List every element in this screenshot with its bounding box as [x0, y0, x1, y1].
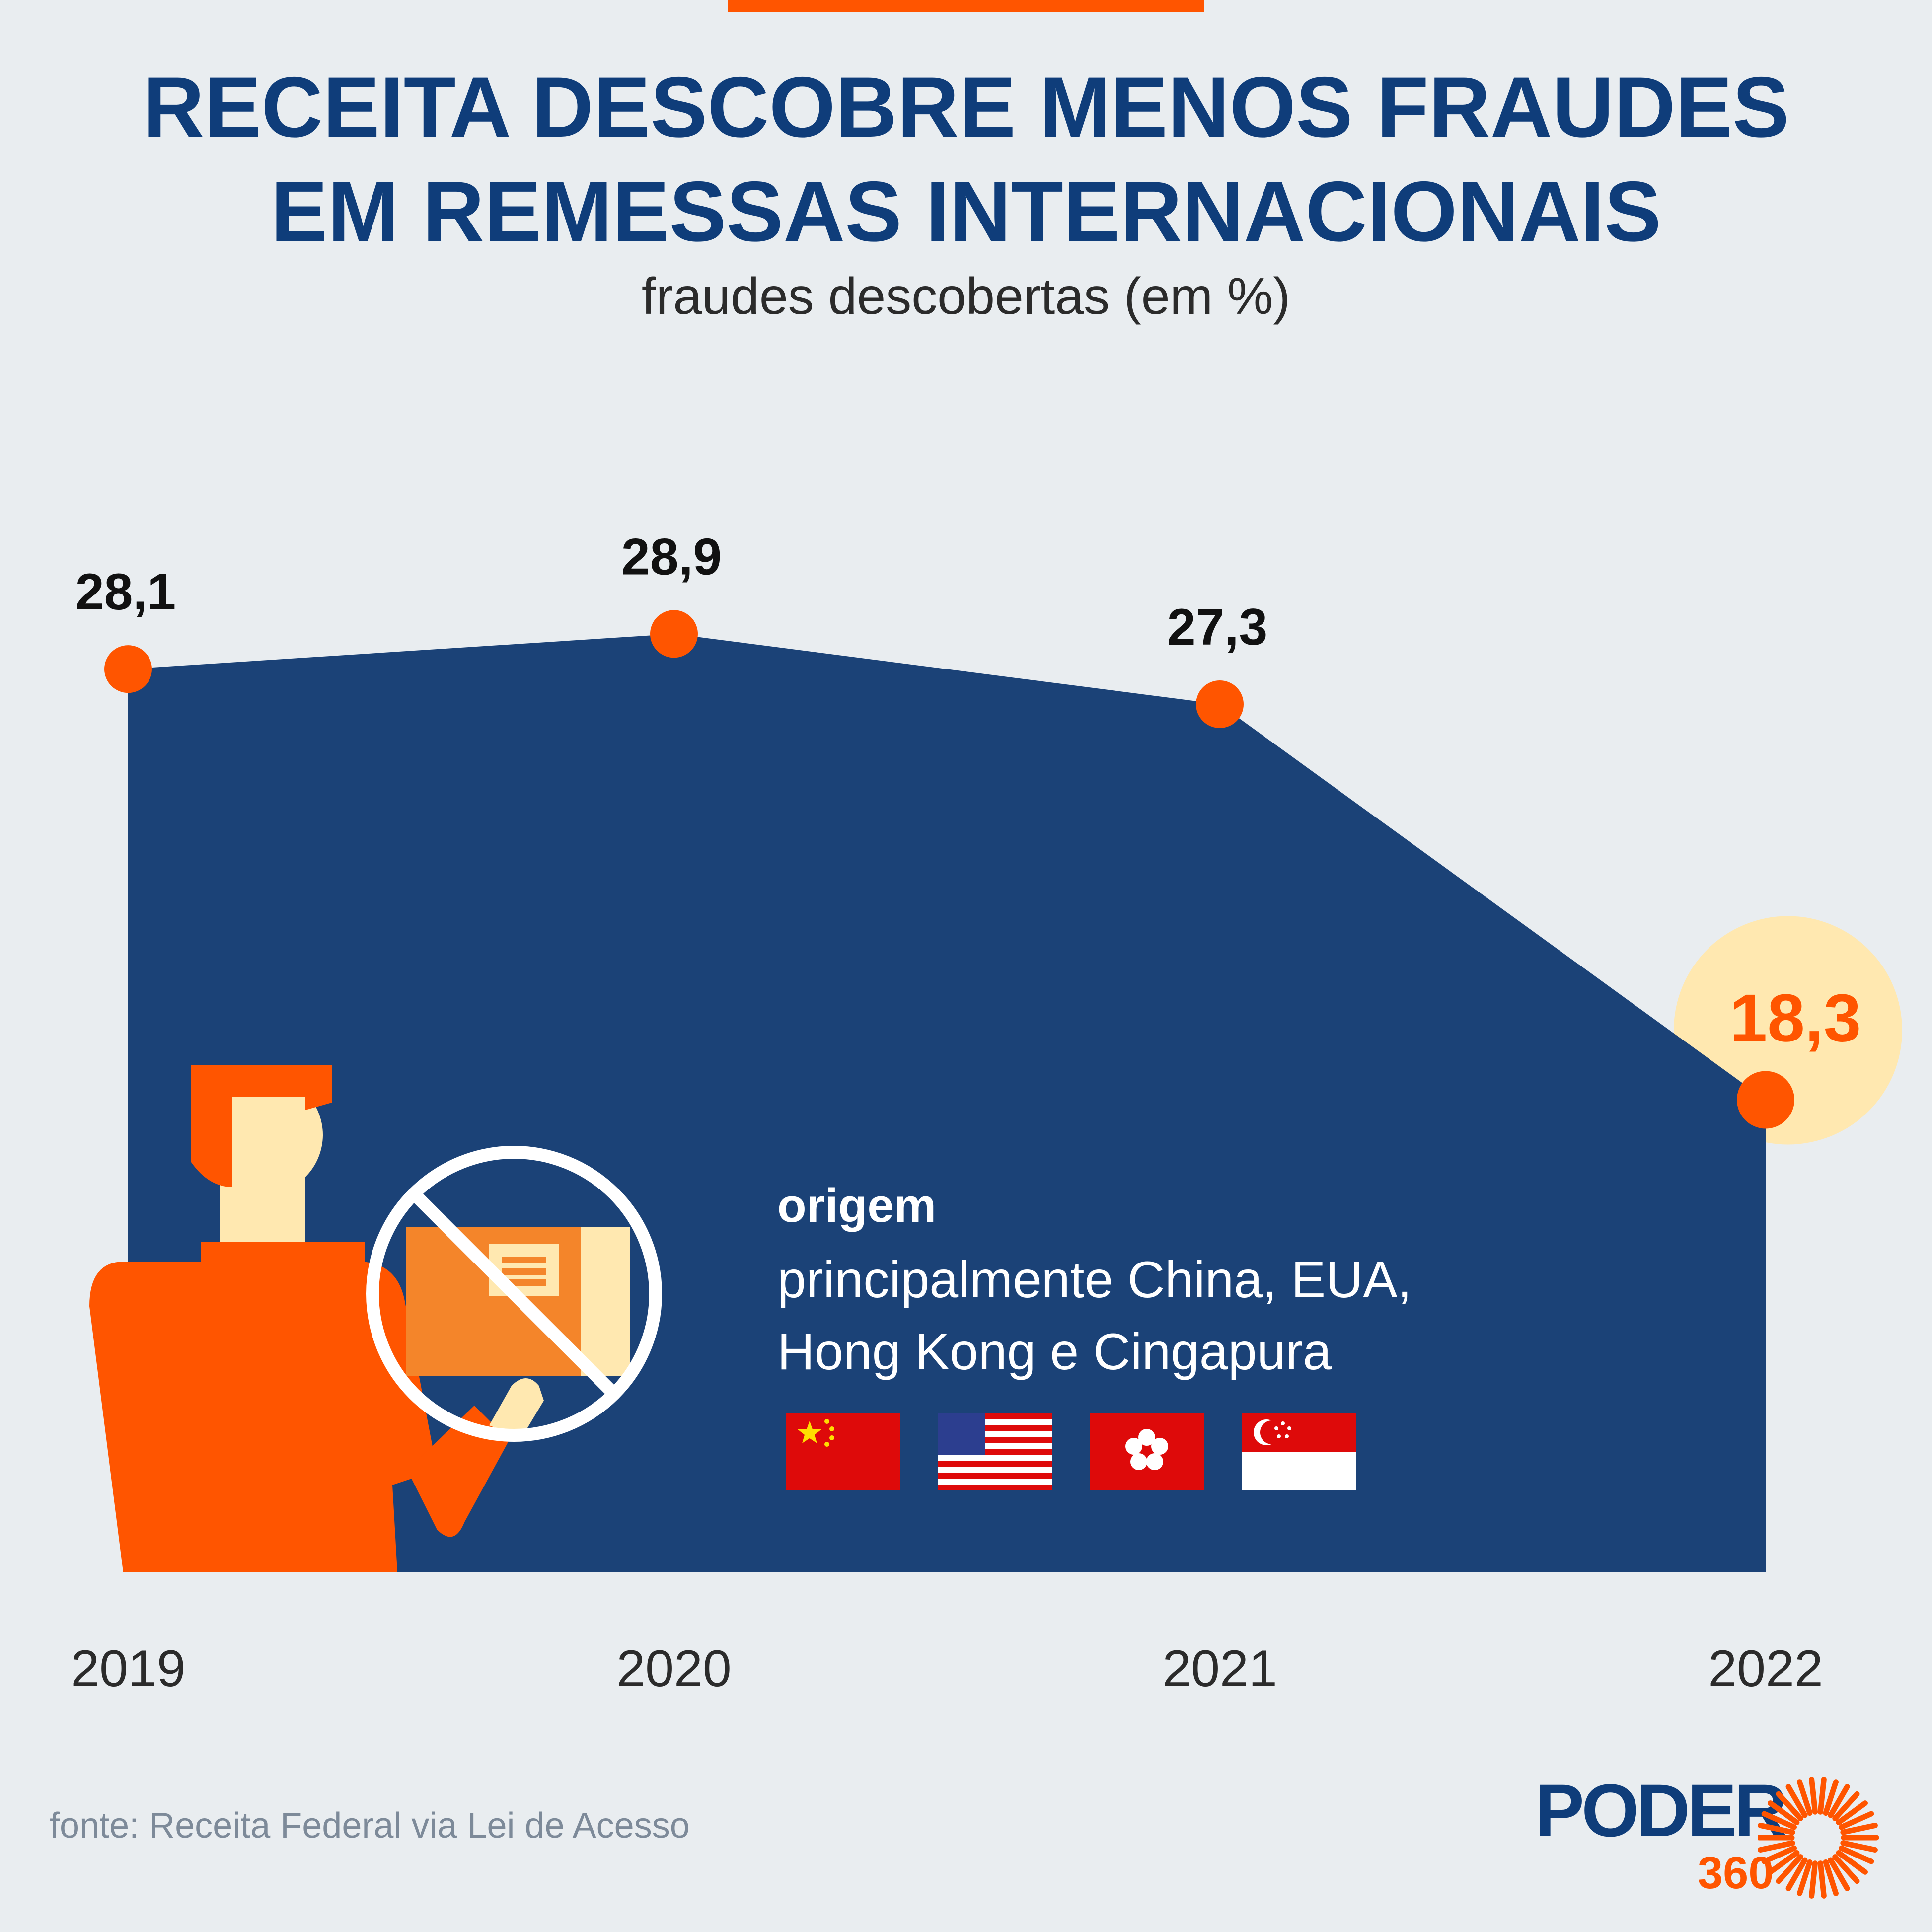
data-point-2022 [1737, 1071, 1794, 1129]
data-point-2021 [1196, 680, 1244, 728]
origin-text-line-1: principalmente China, EUA, [777, 1251, 1412, 1309]
person-illustration [89, 1065, 662, 1572]
china-flag [786, 1413, 900, 1490]
usa-flag [938, 1413, 1052, 1490]
origin-text-line-2: Hong Kong e Cingapura [777, 1323, 1332, 1381]
singapore-flag [1242, 1413, 1356, 1490]
origin-flags [786, 1413, 1356, 1490]
origin-heading: origem [777, 1179, 937, 1232]
x-tick-2019: 2019 [71, 1640, 185, 1698]
x-tick-2020: 2020 [616, 1640, 731, 1698]
data-label-2019: 28,1 [75, 563, 176, 621]
logo-wordmark: PODER [1535, 1769, 1787, 1852]
data-point-2019 [104, 645, 152, 693]
chart-title-line-2: EM REMESSAS INTERNACIONAIS [270, 164, 1662, 259]
sun-icon [1758, 1777, 1879, 1899]
chart-title-line-1: RECEITA DESCOBRE MENOS FRAUDES [142, 60, 1790, 155]
data-label-2021: 27,3 [1167, 598, 1267, 656]
data-point-2020 [650, 610, 698, 658]
source-note: fonte: Receita Federal via Lei de Acesso [50, 1806, 690, 1846]
x-tick-2022: 2022 [1708, 1640, 1823, 1698]
hong-kong-flag [1090, 1413, 1204, 1490]
chart-subtitle: fraudes descobertas (em %) [641, 268, 1291, 325]
x-tick-2021: 2021 [1162, 1640, 1277, 1698]
poder360-logo: PODER 360 [1535, 1768, 1892, 1917]
logo-number: 360 [1698, 1848, 1774, 1898]
data-label-2022: 18,3 [1730, 980, 1861, 1055]
top-accent-bar [728, 0, 1204, 12]
data-label-2020: 28,9 [621, 528, 722, 586]
